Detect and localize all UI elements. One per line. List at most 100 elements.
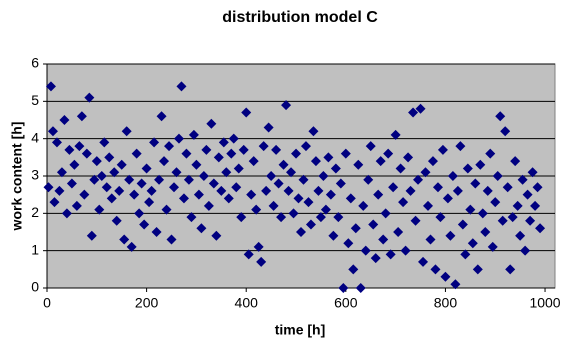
point [320, 204, 331, 215]
point [440, 271, 451, 282]
point [146, 185, 157, 196]
point [86, 230, 97, 241]
point [283, 185, 294, 196]
point [56, 167, 67, 178]
point [156, 111, 167, 122]
point [345, 193, 356, 204]
point [408, 107, 419, 118]
point [482, 185, 493, 196]
point [323, 152, 334, 163]
point [465, 204, 476, 215]
y-tick-label: 1 [31, 241, 39, 257]
point [159, 156, 170, 167]
point [502, 182, 513, 193]
x-tick-label: 200 [135, 295, 159, 311]
point [455, 141, 466, 152]
point [276, 212, 287, 223]
point [64, 144, 75, 155]
point [520, 245, 531, 256]
point [363, 174, 374, 185]
point [253, 241, 264, 252]
point [410, 215, 421, 226]
point [325, 189, 336, 200]
point [151, 227, 162, 237]
point [278, 159, 289, 170]
point [238, 144, 249, 155]
point [435, 212, 446, 223]
x-tick-label: 1000 [529, 295, 560, 311]
point [144, 197, 155, 208]
point [490, 197, 501, 208]
point [273, 178, 284, 189]
point [403, 152, 414, 163]
point [375, 156, 386, 167]
point [393, 227, 404, 237]
point [124, 174, 135, 185]
point [472, 264, 483, 275]
point [530, 200, 541, 211]
point [388, 182, 399, 193]
y-tick-label: 2 [31, 204, 39, 220]
point [380, 208, 391, 219]
point [223, 193, 234, 204]
x-tick-label: 0 [43, 295, 51, 311]
point [378, 234, 389, 245]
point [226, 148, 237, 159]
point [383, 148, 394, 159]
point [315, 212, 326, 223]
point [308, 126, 319, 137]
point [368, 219, 379, 230]
y-tick-label: 3 [31, 167, 39, 183]
point [505, 264, 516, 275]
point [66, 178, 77, 189]
point [420, 167, 431, 178]
point [173, 133, 184, 144]
point [76, 111, 87, 122]
point [248, 156, 259, 167]
point [136, 178, 147, 189]
point [71, 200, 82, 211]
point [141, 163, 152, 174]
point [166, 234, 177, 245]
point [79, 189, 90, 200]
point [415, 103, 426, 114]
point [134, 208, 145, 219]
point [81, 148, 92, 159]
point [233, 163, 244, 174]
point [395, 163, 406, 174]
point [49, 197, 60, 208]
point [106, 193, 117, 204]
point [333, 212, 344, 223]
point [256, 256, 267, 267]
point [365, 141, 376, 152]
point [497, 215, 508, 226]
point [183, 174, 194, 185]
point [47, 126, 58, 137]
point [169, 182, 179, 193]
point [198, 171, 209, 181]
point [425, 234, 436, 245]
point [313, 185, 324, 196]
point [208, 178, 219, 189]
point [300, 141, 311, 152]
point [221, 167, 232, 178]
point [266, 171, 277, 181]
point [390, 129, 401, 140]
point [91, 156, 102, 167]
y-tick-label: 0 [31, 279, 39, 295]
point [480, 227, 491, 237]
point [335, 178, 346, 189]
point [432, 182, 443, 193]
point [243, 249, 254, 260]
point [196, 223, 207, 234]
point [246, 189, 257, 200]
point [61, 208, 72, 219]
point [485, 148, 496, 159]
point [370, 253, 381, 264]
point [228, 133, 239, 144]
point [191, 159, 202, 170]
point [452, 185, 463, 196]
point [445, 230, 456, 241]
point [119, 234, 130, 245]
point [126, 241, 137, 252]
